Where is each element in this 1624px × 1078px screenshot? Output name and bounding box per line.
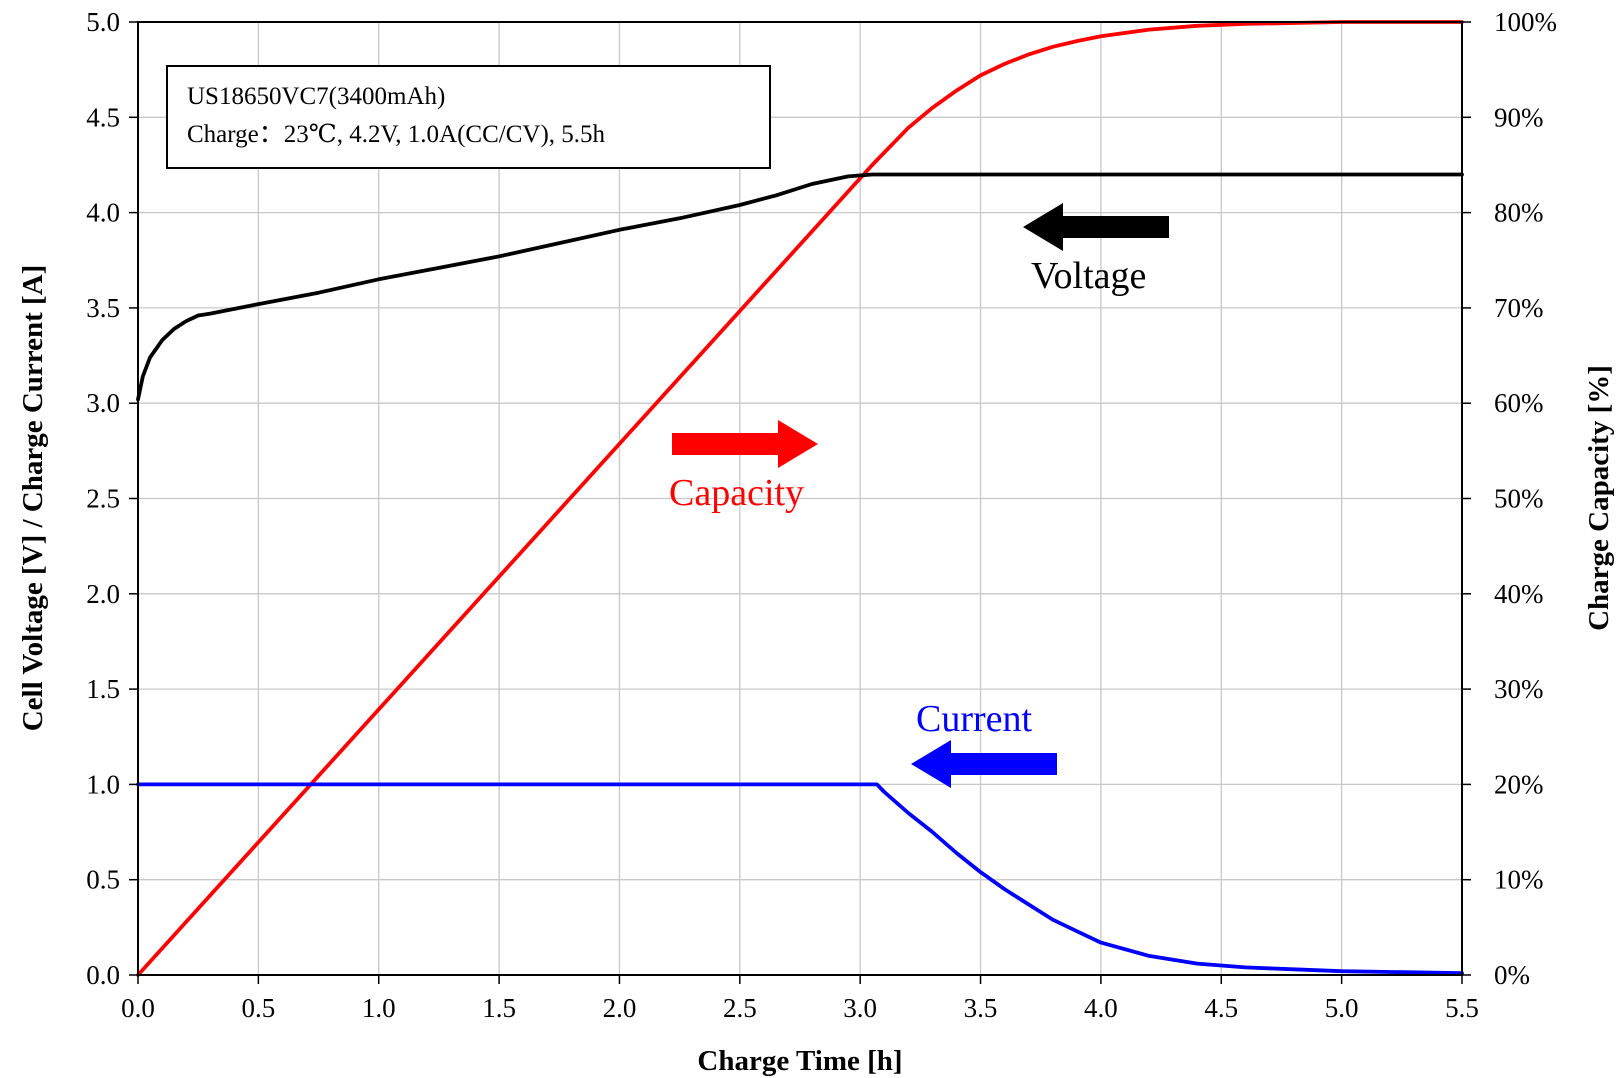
annotation-line-1: US18650VC7(3400mAh)	[187, 83, 445, 110]
annotation-box: US18650VC7(3400mAh) Charge：23℃, 4.2V, 1.…	[166, 65, 771, 169]
y2-tick-label: 100%	[1494, 7, 1557, 37]
x-tick-label: 2.5	[723, 993, 757, 1023]
series-current-line	[136, 782, 1464, 975]
y2-tick-label: 20%	[1494, 769, 1544, 799]
x-tick-labels: 0.0 0.5 1.0 1.5 2.0 2.5 3.0 3.5 4.0 4.5 5.0 5.5	[121, 975, 1479, 1023]
y-tick-labels: 0.0 0.5 1.0 1.5 2.0 2.5 3.0 3.5 4.0 4.5 5.0	[86, 7, 138, 990]
series-voltage-line	[136, 172, 1464, 402]
y-tick-label: 3.0	[86, 388, 120, 418]
series-capacity-line	[136, 20, 1464, 977]
x-tick-label: 2.0	[603, 993, 637, 1023]
x-tick-label: 0.0	[121, 993, 155, 1023]
y2-tick-label: 50%	[1494, 484, 1544, 514]
y-tick-label: 3.5	[86, 293, 120, 323]
y2-tick-label: 90%	[1494, 102, 1544, 132]
voltage-callout: Voltage	[1023, 203, 1169, 297]
voltage-arrow-icon	[1023, 203, 1169, 251]
y2-tick-label: 80%	[1494, 198, 1544, 228]
x-tick-label: 1.0	[362, 993, 396, 1023]
voltage-label: Voltage	[1031, 255, 1146, 297]
x-tick-label: 4.5	[1204, 993, 1238, 1023]
y2-axis-title: Charge Capacity [%]	[1583, 365, 1615, 631]
y2-tick-label: 10%	[1494, 865, 1544, 895]
series-layer	[136, 20, 1464, 977]
annotation-frame	[166, 65, 771, 169]
y-tick-label: 4.0	[86, 198, 120, 228]
current-arrow-icon	[911, 740, 1057, 788]
y2-tick-label: 0%	[1494, 960, 1530, 990]
y-tick-label: 1.0	[86, 769, 120, 799]
capacity-label: Capacity	[669, 472, 804, 514]
y2-tick-label: 70%	[1494, 293, 1544, 323]
y-tick-label: 0.5	[86, 865, 120, 895]
x-tick-label: 3.0	[843, 993, 877, 1023]
y2-tick-labels: 0% 10% 20% 30% 40% 50% 60% 70% 80% 90% 100%	[1462, 7, 1557, 990]
annotation-line-2: Charge：23℃, 4.2V, 1.0A(CC/CV), 5.5h	[187, 121, 606, 148]
y-tick-label: 5.0	[86, 7, 120, 37]
x-tick-label: 4.0	[1084, 993, 1118, 1023]
y-tick-label: 2.5	[86, 484, 120, 514]
x-tick-label: 0.5	[241, 993, 275, 1023]
x-tick-label: 5.0	[1325, 993, 1359, 1023]
x-tick-label: 3.5	[964, 993, 998, 1023]
capacity-callout: Capacity	[669, 420, 818, 514]
y-tick-label: 4.5	[86, 102, 120, 132]
x-tick-label: 5.5	[1445, 993, 1479, 1023]
y2-tick-label: 60%	[1494, 388, 1544, 418]
y2-tick-label: 40%	[1494, 579, 1544, 609]
y-tick-label: 1.5	[86, 674, 120, 704]
x-tick-label: 1.5	[482, 993, 516, 1023]
y2-tick-label: 30%	[1494, 674, 1544, 704]
y-tick-label: 2.0	[86, 579, 120, 609]
current-callout: Current	[911, 698, 1057, 788]
current-label: Current	[916, 698, 1033, 740]
y-tick-label: 0.0	[86, 960, 120, 990]
y-axis-title: Cell Voltage [V] / Charge Current [A]	[17, 265, 49, 732]
x-axis-title: Charge Time [h]	[697, 1045, 902, 1077]
capacity-arrow-icon	[672, 420, 818, 468]
